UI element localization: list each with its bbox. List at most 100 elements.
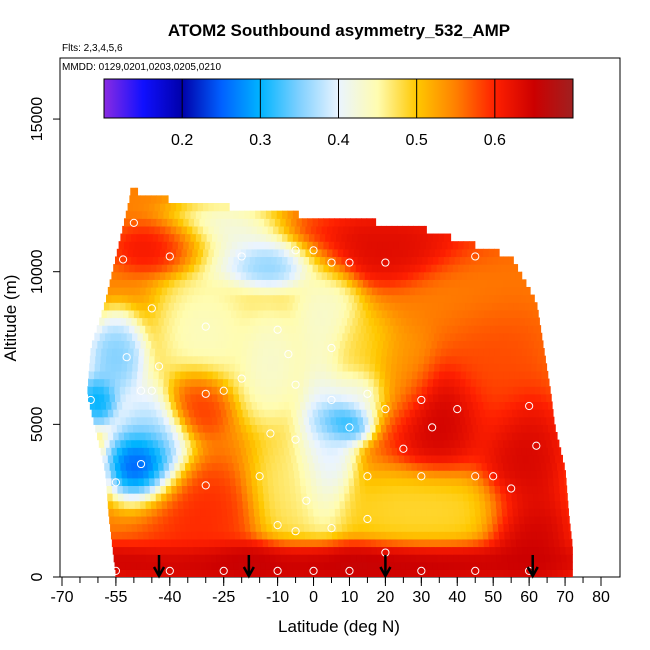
heatmap-cell: [468, 431, 475, 441]
heatmap-cell: [185, 332, 192, 341]
heatmap-cell: [163, 302, 170, 311]
heatmap-cell: [516, 493, 523, 502]
heatmap-cell: [212, 378, 219, 387]
heatmap-cell: [323, 554, 330, 563]
heatmap-cell: [364, 424, 371, 433]
heatmap-cell: [113, 454, 120, 464]
heatmap-cell: [176, 355, 183, 364]
heatmap-cell: [305, 355, 312, 364]
heatmap-cell: [544, 554, 551, 563]
heatmap-cell: [514, 332, 521, 341]
heatmap-cell: [333, 485, 339, 494]
heatmap-cell: [409, 325, 416, 334]
heatmap-cell: [238, 233, 245, 242]
heatmap-cell: [145, 409, 152, 418]
heatmap-cell: [119, 561, 126, 570]
heatmap-cell: [99, 332, 106, 341]
heatmap-cell: [377, 508, 384, 517]
heatmap-cell: [516, 538, 523, 548]
heatmap-cell: [514, 569, 521, 577]
heatmap-cell: [129, 241, 136, 250]
heatmap-cell: [337, 424, 344, 433]
heatmap-cell: [549, 431, 556, 441]
heatmap-cell: [390, 370, 397, 380]
heatmap-cell: [502, 561, 509, 570]
heatmap-cell: [565, 500, 569, 509]
heatmap-cell: [134, 546, 141, 555]
heatmap-cell: [179, 393, 186, 403]
heatmap-cell: [508, 378, 515, 387]
heatmap-cell: [110, 523, 117, 532]
heatmap-cell: [207, 523, 214, 532]
heatmap-cell: [256, 424, 263, 433]
heatmap-cell: [127, 225, 134, 235]
heatmap-cell: [295, 348, 302, 357]
sample-point: [284, 350, 293, 359]
heatmap-cell: [251, 225, 258, 235]
heatmap-cell: [115, 523, 122, 532]
heatmap-cell: [120, 317, 127, 326]
heatmap-cell: [289, 248, 296, 258]
heatmap-cell: [337, 355, 344, 364]
heatmap-cell: [474, 325, 481, 334]
heatmap-cell: [215, 264, 222, 273]
heatmap-cell: [256, 531, 263, 540]
heatmap-cell: [353, 271, 360, 280]
heatmap-cell: [429, 294, 436, 303]
heatmap-cell: [150, 309, 157, 319]
heatmap-cell: [394, 508, 401, 517]
heatmap-cell: [255, 416, 262, 425]
heatmap-cell: [311, 538, 318, 548]
heatmap-cell: [149, 401, 156, 410]
heatmap-cell: [496, 340, 503, 349]
heatmap-cell: [176, 309, 183, 319]
heatmap-cell: [481, 302, 488, 311]
heatmap-cell: [141, 378, 148, 387]
heatmap-cell: [262, 401, 269, 410]
heatmap-cell: [415, 508, 422, 517]
heatmap-cell: [517, 340, 524, 349]
heatmap-cell: [137, 569, 143, 577]
heatmap-cell: [427, 386, 434, 395]
heatmap-cell: [181, 477, 188, 487]
heatmap-cell: [145, 218, 152, 227]
heatmap-cell: [368, 416, 375, 425]
heatmap-cell: [341, 569, 348, 577]
heatmap-cell: [471, 332, 478, 341]
heatmap-cell: [221, 340, 228, 349]
heatmap-cell: [171, 493, 178, 502]
heatmap-cell: [231, 454, 238, 464]
heatmap-cell: [187, 309, 194, 319]
heatmap-cell: [247, 454, 254, 464]
heatmap-cell: [468, 264, 475, 273]
heatmap-cell: [121, 531, 128, 540]
heatmap-cell: [492, 279, 499, 288]
heatmap-cell: [386, 477, 393, 487]
heatmap-cell: [213, 447, 220, 456]
heatmap-cell: [484, 309, 491, 319]
heatmap-cell: [422, 378, 429, 387]
heatmap-cell: [504, 363, 511, 372]
heatmap-cell: [513, 279, 520, 288]
heatmap-cell: [330, 386, 336, 395]
heatmap-cell: [273, 447, 280, 456]
x-tick-label: 50: [484, 589, 502, 606]
heatmap-cell: [123, 454, 130, 464]
heatmap-cell: [207, 332, 214, 341]
heatmap-cell: [422, 523, 429, 532]
heatmap-cell: [100, 363, 107, 372]
heatmap-cell: [458, 264, 465, 273]
heatmap-cell: [298, 523, 305, 532]
heatmap-cell: [465, 393, 472, 403]
heatmap-cell: [303, 279, 310, 288]
heatmap-cell: [346, 233, 353, 242]
heatmap-cell: [139, 309, 146, 319]
heatmap-cell: [279, 309, 286, 319]
heatmap-cell: [122, 248, 129, 258]
heatmap-cell: [159, 401, 166, 410]
heatmap-cell: [228, 523, 235, 532]
heatmap-cell: [438, 569, 445, 577]
heatmap-cell: [224, 248, 231, 258]
heatmap-cell: [448, 302, 455, 311]
heatmap-cell: [295, 493, 302, 502]
